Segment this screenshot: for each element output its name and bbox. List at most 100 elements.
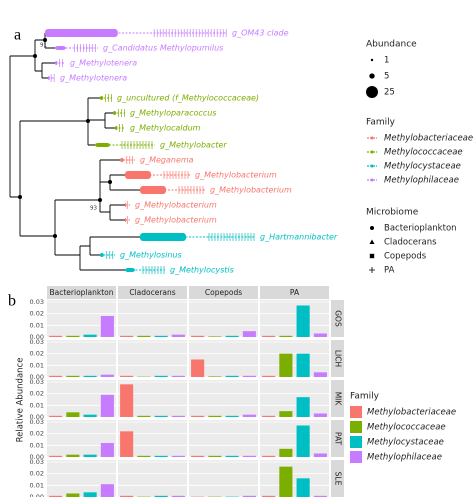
y-tick-label: 0.02 bbox=[30, 430, 44, 438]
bar bbox=[137, 415, 151, 417]
node-label: 93 bbox=[90, 206, 97, 212]
bar bbox=[191, 359, 205, 377]
y-tick-label: 0.01 bbox=[30, 361, 44, 369]
abundance-glyph bbox=[45, 29, 118, 37]
panel bbox=[118, 460, 187, 497]
bar bbox=[171, 415, 185, 417]
y-tick-label: 0.00 bbox=[30, 413, 44, 421]
abundance-glyph bbox=[125, 171, 151, 179]
bar bbox=[242, 375, 256, 377]
y-tick-label: 0.03 bbox=[30, 338, 44, 346]
legend-title: Abundance bbox=[366, 40, 417, 50]
bar bbox=[49, 415, 63, 417]
legend-key bbox=[370, 136, 374, 140]
abundance-glyph bbox=[120, 158, 124, 162]
bar bbox=[208, 415, 222, 417]
abundance-key bbox=[366, 86, 378, 98]
bar bbox=[296, 353, 310, 377]
bar bbox=[120, 384, 134, 417]
bar bbox=[191, 415, 205, 417]
legend-label: Methylococcaceae bbox=[384, 148, 463, 158]
y-tick-label: 0.03 bbox=[30, 458, 44, 466]
strip bbox=[189, 286, 258, 299]
tip-label: g_Hartmannibacter bbox=[260, 233, 338, 242]
bar bbox=[279, 448, 293, 457]
panel bbox=[260, 460, 329, 497]
legend-label: PA bbox=[384, 266, 395, 276]
node-dots bbox=[18, 38, 112, 238]
abundance-glyph bbox=[48, 76, 50, 80]
tip-label: g_Methylobacter bbox=[160, 141, 227, 150]
legend-key bbox=[370, 164, 374, 168]
bar bbox=[171, 375, 185, 377]
panel bbox=[118, 340, 187, 377]
shape-key bbox=[369, 267, 375, 273]
bar bbox=[279, 335, 293, 337]
bar bbox=[171, 495, 185, 497]
tip-label: g_Methylobacterium bbox=[210, 186, 292, 195]
row-strip-label: PAT bbox=[334, 432, 343, 446]
y-tick-label: 0.01 bbox=[30, 441, 44, 449]
bar bbox=[262, 415, 276, 417]
node-label: 91 bbox=[40, 43, 47, 49]
bar bbox=[66, 454, 80, 457]
column-strip-label: PA bbox=[290, 288, 300, 297]
legend-key bbox=[370, 178, 374, 182]
column-strip-label: Bacterioplankton bbox=[50, 288, 114, 297]
bar bbox=[191, 335, 205, 337]
bar bbox=[313, 453, 327, 457]
bar bbox=[49, 335, 63, 337]
panel bbox=[260, 420, 329, 457]
shape-key bbox=[369, 253, 375, 259]
abundance-glyph bbox=[55, 61, 58, 65]
bar bbox=[279, 466, 293, 497]
bar bbox=[313, 333, 327, 337]
bar bbox=[100, 316, 114, 337]
bar bbox=[66, 335, 80, 337]
legend-key bbox=[350, 406, 362, 418]
bar bbox=[100, 374, 114, 377]
bar bbox=[120, 431, 134, 457]
y-tick-label: 0.02 bbox=[30, 390, 44, 398]
bar bbox=[83, 375, 97, 377]
bar bbox=[296, 397, 310, 417]
abundance-glyph bbox=[125, 218, 127, 222]
legend-label: Methylocystaceae bbox=[384, 162, 461, 172]
tip-label: g_Methylocystis bbox=[170, 266, 234, 275]
tip-label: g_Methylobacterium bbox=[135, 201, 217, 210]
bar bbox=[225, 415, 239, 417]
bar bbox=[49, 495, 63, 497]
y-tick-label: 0.00 bbox=[30, 333, 44, 341]
bar bbox=[66, 493, 80, 497]
strip bbox=[331, 420, 344, 457]
bar bbox=[154, 415, 168, 417]
y-tick-label: 0.01 bbox=[30, 321, 44, 329]
bar bbox=[262, 455, 276, 457]
panel-label: b bbox=[8, 293, 16, 310]
y-tick-label: 0.02 bbox=[30, 310, 44, 318]
tip-label: g_Methylobacterium bbox=[135, 216, 217, 225]
legend-label: Methylophilaceae bbox=[367, 453, 442, 463]
bar bbox=[100, 394, 114, 417]
bar bbox=[100, 443, 114, 457]
bar bbox=[100, 484, 114, 497]
bar bbox=[171, 455, 185, 457]
bar bbox=[191, 455, 205, 457]
strip bbox=[331, 300, 344, 337]
bar bbox=[154, 335, 168, 337]
legend-title: Microbiome bbox=[366, 208, 419, 218]
strip bbox=[47, 286, 116, 299]
bar bbox=[225, 375, 239, 377]
tip-label: g_Meganema bbox=[140, 156, 194, 165]
row-strip-label: GOS bbox=[334, 310, 343, 327]
strip bbox=[118, 286, 187, 299]
abundance-glyph bbox=[125, 203, 127, 207]
bar bbox=[83, 454, 97, 457]
bar bbox=[83, 492, 97, 497]
bar bbox=[279, 353, 293, 377]
bar bbox=[120, 495, 134, 497]
panel bbox=[189, 460, 258, 497]
bar bbox=[242, 495, 256, 497]
bar bbox=[208, 376, 222, 377]
abundance-glyph bbox=[55, 46, 66, 50]
